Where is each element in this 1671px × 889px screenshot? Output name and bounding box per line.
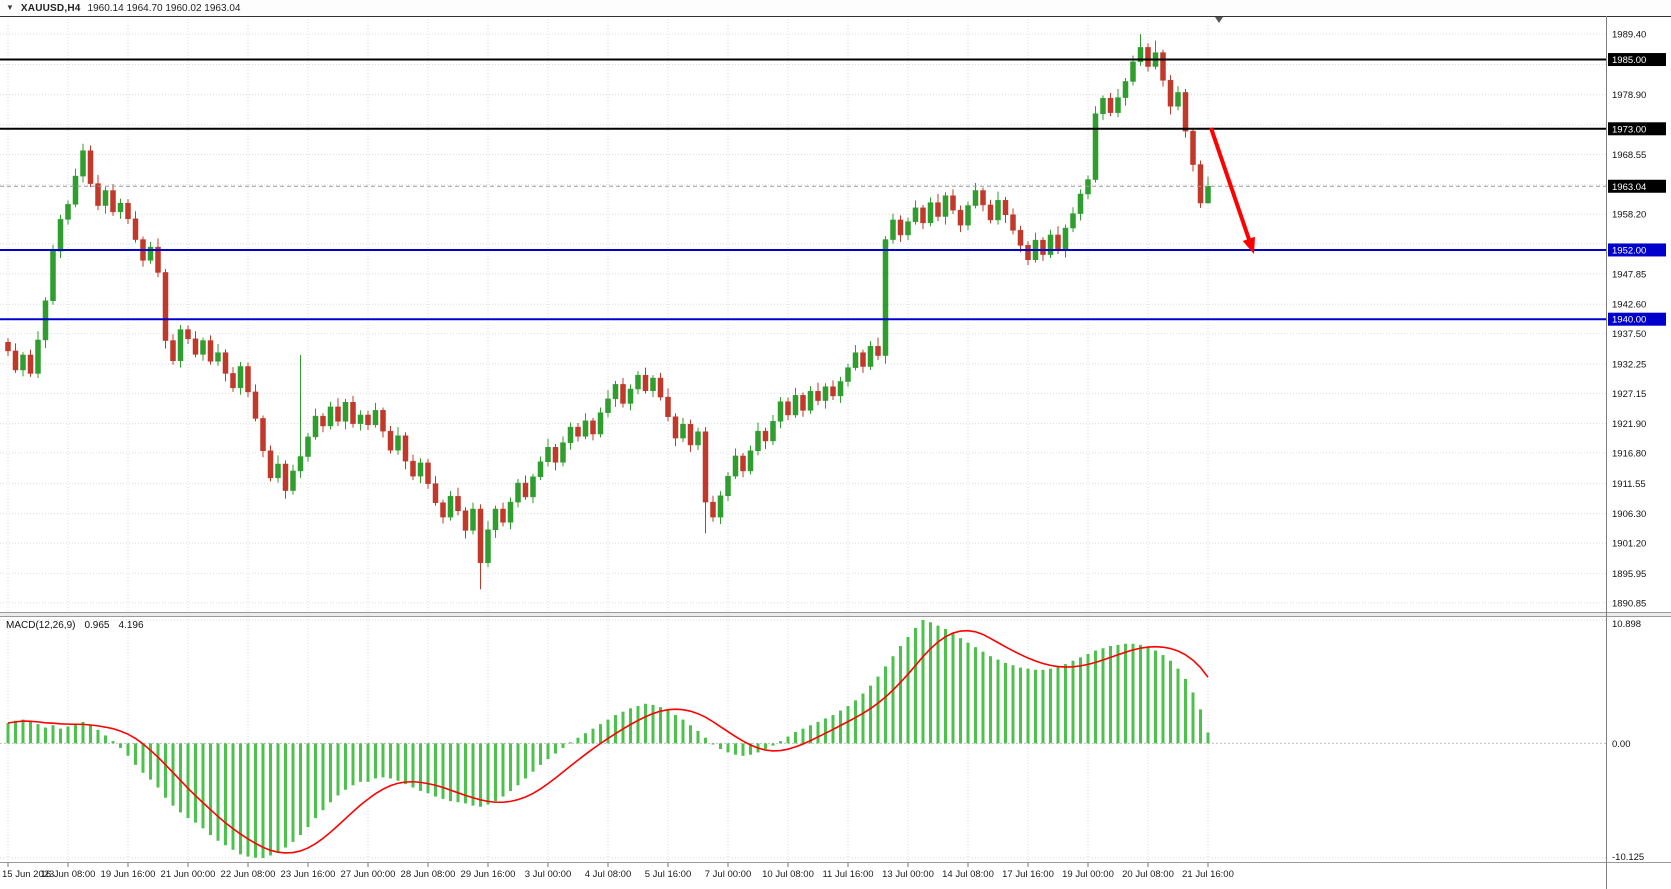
svg-text:14 Jul 08:00: 14 Jul 08:00 [942,869,994,880]
svg-text:10.898: 10.898 [1612,619,1641,630]
svg-text:29 Jun 16:00: 29 Jun 16:00 [461,869,516,880]
svg-text:17 Jul 16:00: 17 Jul 16:00 [1002,869,1054,880]
svg-text:1921.90: 1921.90 [1612,419,1646,430]
macd-signal-line [7,629,1209,854]
svg-text:1973.00: 1973.00 [1612,124,1646,135]
svg-text:3 Jul 00:00: 3 Jul 00:00 [525,869,571,880]
svg-text:1927.15: 1927.15 [1612,389,1646,400]
svg-text:1989.40: 1989.40 [1612,30,1646,41]
svg-text:5 Jul 16:00: 5 Jul 16:00 [645,869,691,880]
svg-text:1937.50: 1937.50 [1612,329,1646,340]
svg-text:19 Jun 16:00: 19 Jun 16:00 [101,869,156,880]
svg-text:1895.95: 1895.95 [1612,569,1646,580]
svg-text:21 Jun 00:00: 21 Jun 00:00 [161,869,216,880]
svg-text:0.00: 0.00 [1612,739,1631,750]
svg-text:19 Jul 00:00: 19 Jul 00:00 [1062,869,1114,880]
svg-text:1890.85: 1890.85 [1612,598,1646,609]
svg-text:1906.30: 1906.30 [1612,509,1646,520]
svg-text:28 Jun 08:00: 28 Jun 08:00 [401,869,456,880]
svg-text:1901.20: 1901.20 [1612,539,1646,550]
svg-text:16 Jun 08:00: 16 Jun 08:00 [41,869,96,880]
svg-text:1963.04: 1963.04 [1612,182,1646,193]
svg-text:1940.00: 1940.00 [1612,315,1646,326]
svg-text:1968.55: 1968.55 [1612,150,1646,161]
svg-text:1911.55: 1911.55 [1612,479,1646,490]
svg-text:1958.20: 1958.20 [1612,210,1646,221]
svg-text:1942.60: 1942.60 [1612,300,1646,311]
svg-text:4 Jul 08:00: 4 Jul 08:00 [585,869,631,880]
svg-text:1952.00: 1952.00 [1612,245,1646,256]
chart-title-bar: ▼ XAUUSD,H4 1960.14 1964.70 1960.02 1963… [0,0,1671,16]
svg-text:21 Jul 16:00: 21 Jul 16:00 [1182,869,1234,880]
down-arrow-annotation[interactable] [1209,127,1255,254]
chevron-down-icon[interactable]: ▼ [6,3,14,12]
svg-text:27 Jun 00:00: 27 Jun 00:00 [341,869,396,880]
horizontal-level-lines[interactable] [0,58,1606,321]
svg-text:1947.85: 1947.85 [1612,269,1646,280]
svg-text:1985.00: 1985.00 [1612,55,1646,66]
price-axis[interactable]: 1989.40 1978.90 1968.55 1958.20 1947.85 1942.… [1608,30,1666,610]
svg-text:22 Jun 08:00: 22 Jun 08:00 [221,869,276,880]
svg-text:10 Jul 08:00: 10 Jul 08:00 [762,869,814,880]
chart-ohlc-readout: 1960.14 1964.70 1960.02 1963.04 [87,2,241,14]
svg-text:1916.80: 1916.80 [1612,449,1646,460]
svg-text:11 Jul 16:00: 11 Jul 16:00 [822,869,873,880]
svg-text:20 Jul 08:00: 20 Jul 08:00 [1122,869,1174,880]
svg-text:13 Jul 00:00: 13 Jul 00:00 [882,869,934,880]
chart-symbol-period: XAUUSD,H4 [20,2,81,14]
svg-text:1932.25: 1932.25 [1612,359,1646,370]
svg-text:15 Jun 2023: 15 Jun 2023 [2,869,54,880]
svg-text:-10.125: -10.125 [1612,852,1644,863]
macd-histogram [6,620,1210,858]
chart-shift-marker[interactable] [1215,17,1223,23]
svg-text:7 Jul 00:00: 7 Jul 00:00 [705,869,751,880]
svg-text:23 Jun 16:00: 23 Jun 16:00 [281,869,336,880]
price-chart-canvas[interactable]: 1989.40 1978.90 1968.55 1958.20 1947.85 1942.… [0,16,1671,889]
candlestick-series [5,34,1211,590]
pane-separators[interactable] [0,16,1671,889]
svg-text:1978.90: 1978.90 [1612,90,1646,101]
macd-axis[interactable]: 10.898 0.00 -10.125 [1612,619,1644,863]
